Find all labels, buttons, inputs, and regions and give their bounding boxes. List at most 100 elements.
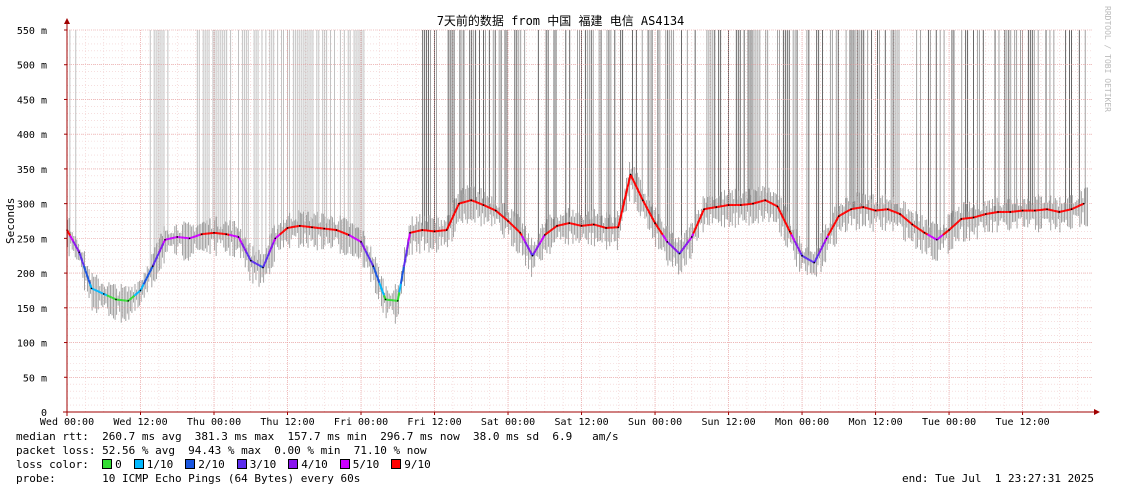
median-rtt-segment: [513, 226, 517, 230]
median-rtt-segment: [369, 259, 373, 264]
x-tick-label: Sun 12:00: [701, 417, 755, 428]
loss-color-swatch: [391, 459, 402, 469]
median-rtt-point: [409, 232, 411, 234]
legend: median rtt: 260.7 ms avg 381.3 ms max 15…: [16, 430, 619, 486]
x-tick-label: Wed 00:00: [40, 417, 94, 428]
median-rtt-segment: [196, 234, 200, 237]
median-rtt-segment: [957, 219, 961, 223]
median-rtt-segment: [816, 253, 820, 258]
median-rtt-segment: [510, 223, 514, 227]
median-rtt-segment: [822, 240, 826, 245]
median-rtt-segment: [692, 229, 696, 234]
median-rtt-segment: [698, 215, 702, 221]
median-rtt-segment: [271, 241, 275, 247]
median-rtt-segment: [253, 261, 256, 265]
median-rtt-segment: [940, 234, 944, 237]
median-rtt-segment: [266, 252, 271, 257]
median-rtt-segment: [833, 221, 837, 225]
median-rtt-segment: [81, 260, 85, 267]
median-rtt-point: [507, 220, 509, 222]
median-rtt-segment: [263, 259, 267, 265]
median-rtt-segment: [399, 275, 404, 285]
median-rtt-segment: [379, 286, 384, 292]
median-rtt-point: [311, 226, 313, 229]
median-rtt-segment: [914, 225, 918, 229]
median-rtt-point: [666, 241, 669, 243]
median-rtt-segment: [516, 229, 520, 233]
median-rtt-segment: [487, 206, 491, 209]
y-tick-label: 550 m: [17, 26, 47, 37]
median-rtt-segment: [547, 230, 550, 234]
y-tick-label: 0: [41, 408, 47, 419]
median-rtt-segment: [817, 250, 822, 255]
median-rtt-segment: [621, 200, 626, 208]
median-rtt-segment: [945, 230, 949, 234]
median-rtt-segment: [337, 229, 340, 233]
median-rtt-point: [850, 208, 852, 210]
median-rtt-segment: [84, 269, 88, 276]
loss-color-item: 1/10: [133, 458, 173, 471]
median-rtt-segment: [767, 200, 771, 204]
median-rtt-segment: [700, 212, 704, 217]
median-rtt-segment: [133, 293, 137, 297]
median-rtt-segment: [525, 243, 529, 248]
median-rtt-segment: [646, 208, 650, 213]
median-rtt-segment: [819, 247, 823, 251]
median-rtt-segment: [520, 235, 525, 240]
median-rtt-segment: [790, 234, 794, 238]
y-tick-label: 150 m: [17, 304, 47, 315]
median-rtt-point: [1083, 202, 1085, 205]
median-rtt-segment: [895, 211, 898, 214]
median-rtt-segment: [511, 224, 515, 228]
median-rtt-segment: [85, 274, 90, 280]
median-rtt-segment: [791, 237, 796, 241]
median-rtt-segment: [782, 218, 787, 223]
median-rtt-segment: [404, 249, 408, 259]
y-tick-label: 400 m: [17, 130, 47, 141]
median-rtt-segment: [638, 193, 643, 198]
x-tick-label: Sat 00:00: [481, 417, 535, 428]
median-rtt-segment: [917, 227, 921, 231]
median-rtt-segment: [696, 219, 701, 224]
median-rtt-segment: [157, 249, 162, 254]
median-rtt-segment: [193, 235, 196, 238]
median-rtt-point: [788, 230, 791, 233]
median-rtt-point: [727, 204, 730, 206]
median-rtt-segment: [352, 236, 356, 240]
median-rtt-point: [470, 199, 473, 201]
median-rtt-point: [752, 202, 754, 205]
median-rtt-point: [580, 225, 583, 227]
y-tick-label: 500 m: [17, 61, 47, 72]
loss-color-text: 5/10: [352, 458, 380, 471]
loss-color-item: 2/10: [185, 458, 225, 471]
median-rtt-segment: [82, 265, 87, 271]
median-rtt-segment: [634, 183, 638, 188]
median-rtt-segment: [942, 232, 946, 236]
median-rtt-segment: [508, 221, 512, 225]
median-rtt-segment: [888, 208, 892, 212]
median-rtt-segment: [398, 283, 402, 293]
loss-color-row: loss color: 0 1/10 2/10 3/10 4/10 5/10 9/10: [16, 458, 619, 472]
median-rtt-point: [78, 251, 81, 254]
median-rtt-point: [458, 202, 460, 205]
median-rtt-point: [985, 213, 987, 215]
median-rtt-point: [568, 222, 571, 224]
median-rtt-segment: [100, 291, 103, 295]
median-rtt-point: [274, 237, 277, 240]
median-rtt-segment: [451, 213, 456, 218]
median-rtt-segment: [620, 207, 624, 215]
median-rtt-segment: [658, 229, 662, 234]
median-rtt-segment: [1075, 205, 1079, 209]
median-rtt-segment: [902, 215, 906, 219]
x-tick-label: Sat 12:00: [554, 417, 608, 428]
median-rtt-segment: [900, 214, 904, 218]
median-rtt-segment: [97, 290, 100, 293]
median-rtt-segment: [364, 250, 369, 255]
median-rtt-point: [813, 261, 816, 264]
median-rtt-point: [825, 237, 828, 240]
x-tick-label: Thu 00:00: [187, 417, 241, 428]
median-rtt-point: [347, 234, 350, 236]
y-tick-labels: 0 50 m 100 m 150 m 200 m 250 m 300 m 350 m 400 m…: [17, 26, 67, 419]
median-rtt-segment: [550, 228, 554, 232]
median-rtt-segment: [920, 229, 924, 233]
